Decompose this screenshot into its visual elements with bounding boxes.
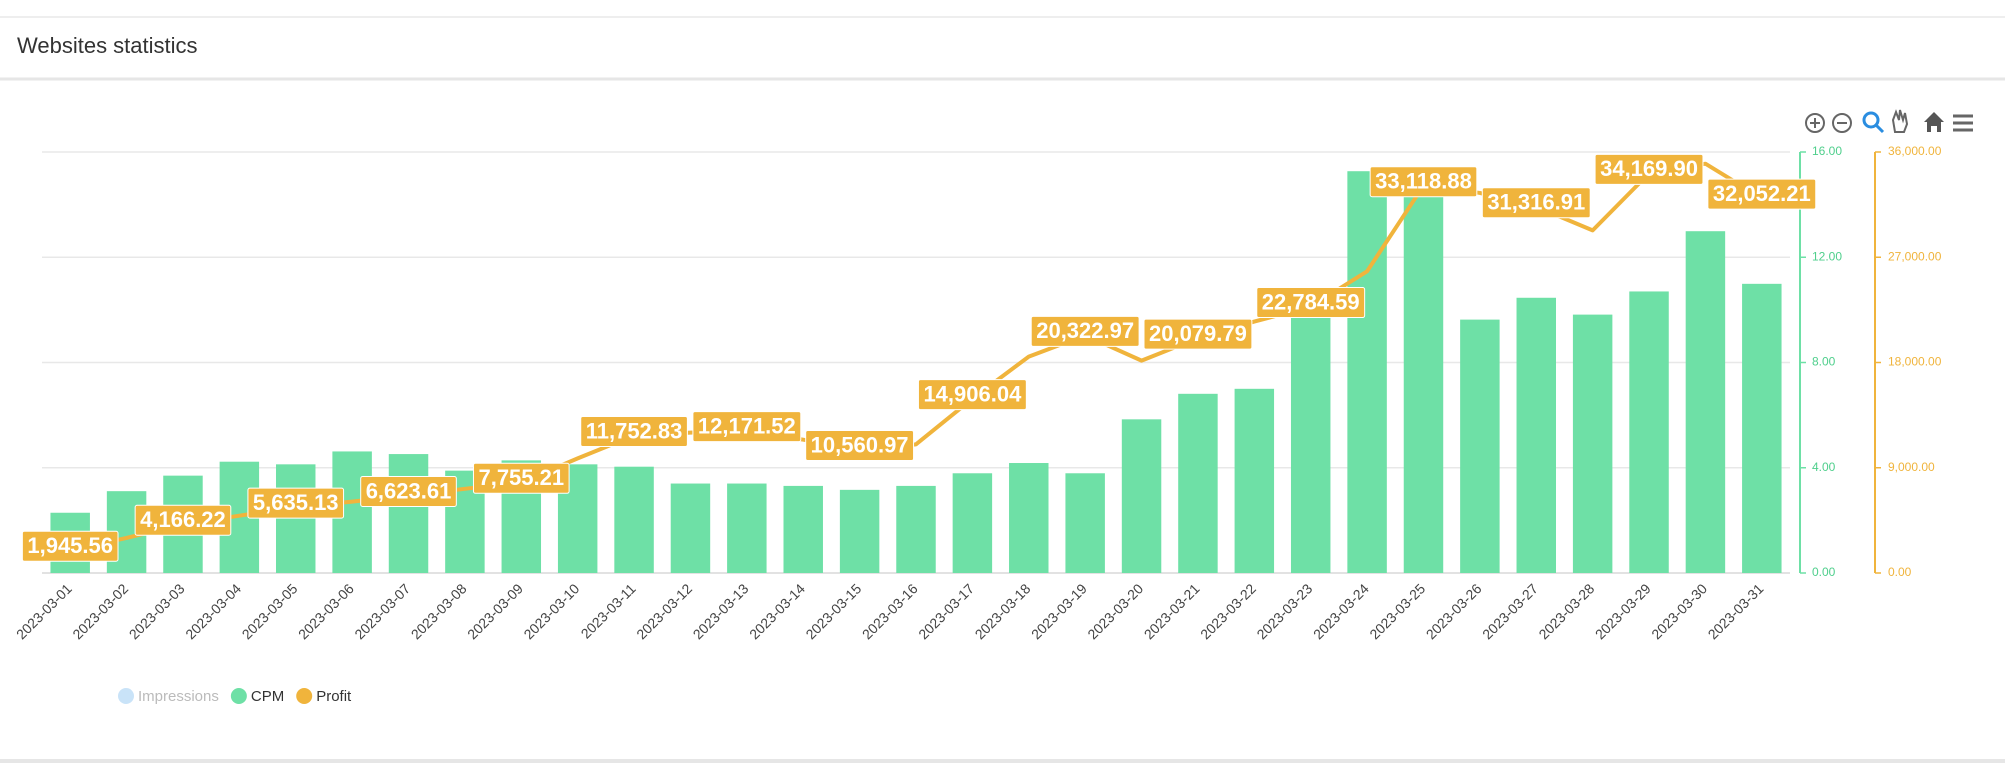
legend-marker [296, 688, 313, 704]
bar [896, 485, 936, 573]
bar [1572, 314, 1613, 573]
y-tick-label: 16.00 [1812, 144, 1842, 158]
data-label: 11,752.83 [586, 418, 683, 443]
bar [670, 483, 711, 573]
bar [1178, 393, 1218, 573]
bar [1742, 283, 1782, 573]
data-label-bg [1030, 315, 1140, 347]
data-label: 31,316.91 [1487, 190, 1585, 215]
y2-tick-label: 27,000.00 [1888, 249, 1942, 263]
zoom-out-button[interactable] [1832, 113, 1852, 133]
data-label: 20,079.79 [1149, 321, 1247, 346]
data-label-bg [1143, 318, 1253, 350]
data-label-bg [1481, 187, 1591, 219]
data-label-bg [692, 411, 802, 443]
data-label-bg [247, 487, 345, 519]
legend-label[interactable]: CPM [251, 688, 284, 705]
bar [1516, 297, 1556, 573]
data-label: 22,784.59 [1262, 289, 1360, 314]
data-label-bg [1707, 178, 1817, 210]
data-label-bg [1256, 287, 1366, 319]
y-tick-label: 8.00 [1812, 355, 1836, 369]
data-label-bg [580, 416, 688, 448]
bar [727, 483, 767, 573]
data-label: 5,635.13 [253, 490, 339, 515]
legend-marker [230, 688, 247, 704]
panel-title: Websites statistics [17, 33, 198, 58]
y2-tick-label: 0.00 [1888, 565, 1912, 579]
zoom-select-button[interactable] [1862, 111, 1885, 134]
bar [1460, 319, 1500, 573]
data-label: 6,623.61 [366, 478, 452, 503]
profit-line [69, 161, 1763, 553]
data-label: 32,052.21 [1713, 181, 1811, 206]
data-label: 1,945.56 [27, 533, 113, 558]
bar [1009, 463, 1049, 573]
data-label-bg [1594, 153, 1704, 185]
bar [1347, 171, 1387, 573]
data-label: 33,118.88 [1375, 169, 1472, 194]
data-label: 4,166.22 [140, 507, 226, 532]
bar [783, 485, 823, 573]
y-tick-label: 12.00 [1812, 249, 1842, 263]
bar [1290, 306, 1331, 573]
zoom-in-button[interactable] [1805, 113, 1825, 133]
bar [388, 454, 429, 573]
data-label: 34,169.90 [1600, 156, 1698, 181]
bar [1234, 388, 1275, 573]
data-label-bg [472, 462, 570, 494]
data-label: 12,171.52 [698, 413, 796, 438]
bar [952, 473, 993, 573]
pan-button[interactable] [1891, 109, 1909, 133]
data-label-bg [1369, 166, 1478, 198]
bar [614, 466, 654, 573]
data-label-bg [134, 504, 232, 536]
bar [1629, 291, 1669, 573]
toolbar [1805, 109, 1973, 134]
reset-button[interactable] [1924, 112, 1944, 132]
y2-tick-label: 18,000.00 [1888, 355, 1942, 369]
data-label: 7,755.21 [478, 465, 564, 490]
data-label: 10,560.97 [811, 432, 909, 457]
data-label: 14,906.04 [923, 381, 1022, 406]
bar [839, 489, 880, 573]
legend-marker [118, 688, 134, 704]
y-tick-label: 4.00 [1812, 460, 1836, 474]
bar [1403, 185, 1444, 573]
data-label-bg [917, 379, 1027, 411]
bar [276, 464, 316, 573]
y2-tick-label: 36,000.00 [1888, 144, 1942, 158]
bar [1121, 419, 1162, 573]
bar [1685, 231, 1726, 573]
data-label-bg [21, 530, 119, 562]
data-label-bg [360, 476, 457, 508]
legend-label[interactable]: Profit [316, 688, 352, 705]
y-tick-label: 0.00 [1812, 565, 1836, 579]
y2-tick-label: 9,000.00 [1888, 460, 1935, 474]
legend-label[interactable]: Impressions [138, 688, 219, 705]
menu-button[interactable] [1953, 114, 1973, 132]
data-label: 20,322.97 [1036, 318, 1134, 343]
data-label-bg [805, 429, 915, 461]
bar [1065, 473, 1105, 573]
